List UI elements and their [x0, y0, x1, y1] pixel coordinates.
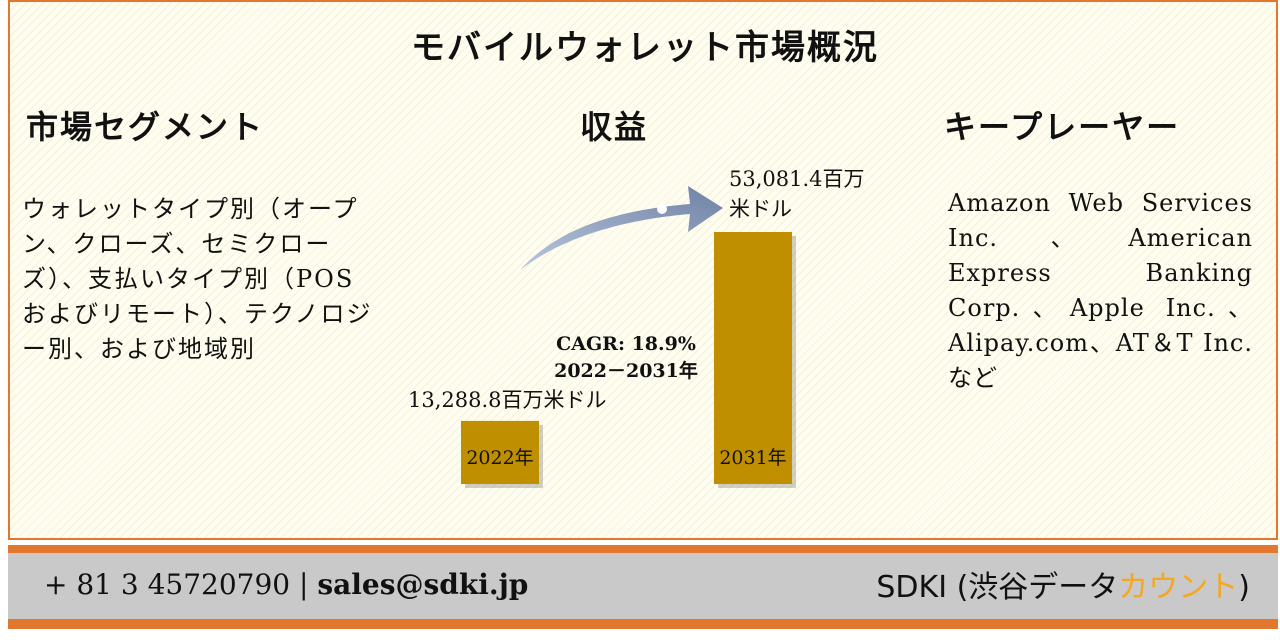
segments-heading: 市場セグメント	[26, 108, 265, 146]
page-title: モバイルウォレット市場概況	[411, 28, 879, 68]
contact-phone: + 81 3 45720790 | sales@sdki.jp	[44, 568, 528, 601]
revenue-heading: 収益	[580, 108, 649, 146]
brand-main: SDKI (渋谷データ	[876, 570, 1119, 605]
footer-bar	[8, 553, 1278, 619]
category-label-0: 2022年	[466, 447, 533, 469]
footer-bottom-stripe	[8, 619, 1278, 629]
bar-0	[461, 420, 539, 484]
contact-email[interactable]: sales@sdki.jp	[317, 568, 529, 601]
brand-close: )	[1238, 570, 1250, 605]
players-heading: キープレーヤー	[944, 108, 1181, 146]
revenue-chart: 2022年 2031年 13,288.8百万米ドル 53,081.4百万米ドル CAGR…	[408, 167, 865, 488]
growth-arrow	[520, 186, 723, 270]
brand-name: SDKI (渋谷データカウント)	[876, 562, 1250, 606]
infographic-panel: モバイルウォレット市場概況 市場セグメント 収益 キープレーヤー ウォレットタイ…	[8, 0, 1278, 540]
phone-number: + 81 3 45720790 |	[44, 568, 309, 601]
category-label-1: 2031年	[719, 447, 786, 469]
segments-text: ウォレットタイプ別（オープン、クローズ、セミクローズ）、支払いタイプ別（POSお…	[22, 195, 373, 363]
cagr-annotation: CAGR: 18.9% 2022－2031年	[554, 333, 698, 382]
players-text: Amazon Web Services Inc.、American Expres…	[948, 189, 1253, 392]
value-label-1: 53,081.4百万米ドル	[729, 167, 865, 221]
footer-top-stripe	[8, 545, 1278, 553]
bar-1	[714, 232, 792, 484]
value-label-0: 13,288.8百万米ドル	[408, 388, 607, 412]
brand-accent: カウント	[1118, 570, 1239, 605]
growth-arrow-dot	[657, 204, 667, 214]
